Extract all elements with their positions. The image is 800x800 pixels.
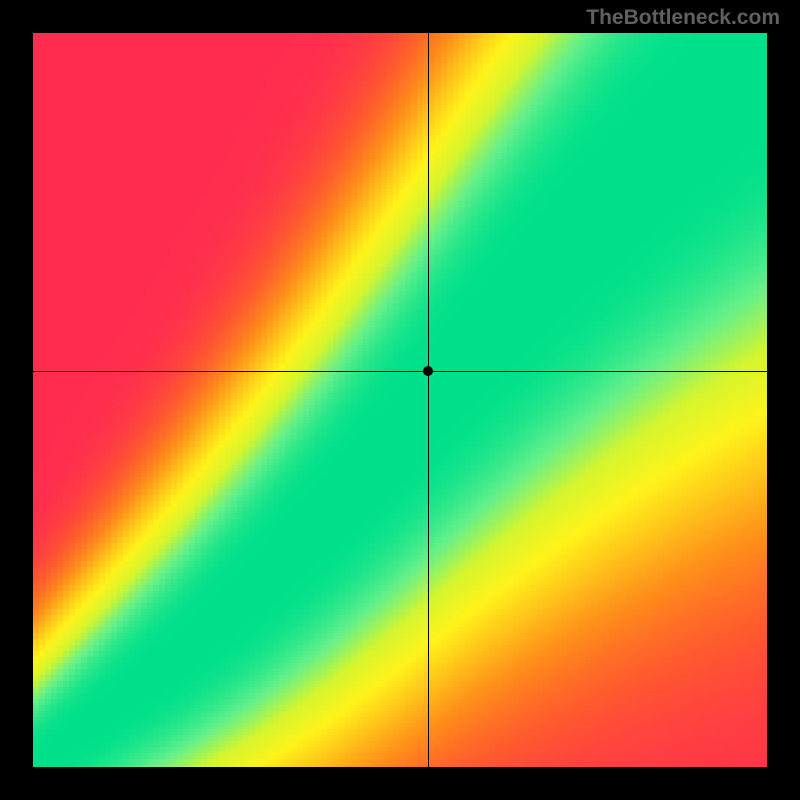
heatmap-canvas — [33, 33, 767, 767]
watermark-text: TheBottleneck.com — [586, 6, 780, 30]
crosshair-horizontal-line — [33, 371, 767, 372]
crosshair-marker-dot — [423, 366, 433, 376]
heatmap-plot — [33, 33, 767, 767]
crosshair-vertical-line — [428, 33, 429, 767]
